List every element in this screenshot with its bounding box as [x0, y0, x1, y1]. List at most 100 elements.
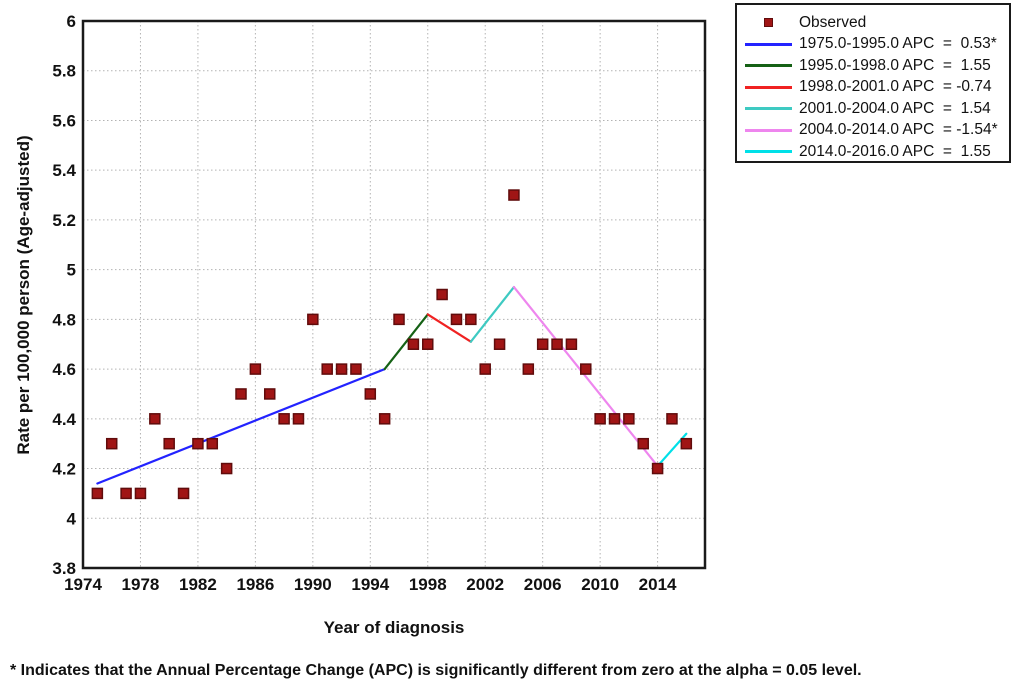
observed-point [450, 313, 463, 326]
x-tick-label: 1986 [236, 575, 274, 594]
legend-swatch-column [737, 107, 799, 111]
trend-segment-0 [96, 367, 386, 485]
observed-point [493, 338, 506, 350]
footnote: * Indicates that the Annual Percentage C… [10, 662, 862, 679]
legend-line-swatch [744, 64, 792, 68]
observed-point [680, 437, 693, 450]
observed-point [551, 338, 563, 350]
legend-line-swatch [744, 85, 792, 89]
legend-label: 1995.0-1998.0 APC = 1.55 [799, 56, 991, 74]
y-tick-label: 4.2 [52, 460, 76, 479]
x-axis-title: Year of diagnosis [323, 618, 465, 637]
legend-label: 1975.0-1995.0 APC = 0.53* [799, 35, 997, 53]
legend-label: 2014.0-2016.0 APC = 1.55 [799, 142, 991, 160]
legend-line-swatch [744, 42, 792, 46]
legend-swatch-column [737, 18, 799, 28]
observed-point [651, 462, 664, 475]
observed-point [206, 437, 219, 450]
legend-label: 2001.0-2004.0 APC = 1.54 [799, 99, 991, 117]
observed-point [321, 363, 333, 375]
observed-point [307, 313, 319, 326]
observed-point [335, 363, 348, 375]
y-tick-label: 5.4 [52, 161, 76, 180]
observed-point [666, 413, 678, 425]
observed-point [436, 288, 448, 301]
legend-label: 1998.0-2001.0 APC = -0.74 [799, 78, 992, 96]
y-tick-label: 5.2 [52, 211, 76, 230]
x-tick-label: 1994 [351, 575, 389, 594]
observed-point [465, 313, 477, 326]
trend-segment-3 [469, 285, 516, 343]
x-tick-label: 2002 [466, 575, 504, 594]
observed-point [120, 487, 132, 500]
observed-point [235, 388, 247, 400]
legend-swatch-column [737, 64, 799, 68]
legend-item-observed: Observed [737, 12, 1009, 34]
y-tick-label: 6 [67, 12, 76, 31]
y-tick-label: 5.8 [52, 62, 76, 81]
legend-item-segment-0: 1975.0-1995.0 APC = 0.53* [737, 34, 1009, 56]
x-tick-label: 2006 [524, 575, 562, 594]
legend-line-swatch [744, 107, 792, 111]
y-tick-label: 4.4 [52, 410, 76, 429]
legend-label: 2004.0-2014.0 APC = -1.54* [799, 121, 998, 139]
observed-point [91, 487, 104, 500]
legend-item-segment-3: 2001.0-2004.0 APC = 1.54 [737, 98, 1009, 120]
legend-marker-square [763, 18, 773, 28]
observed-point [249, 363, 262, 375]
legend-swatch-column [737, 42, 799, 46]
observed-point [522, 363, 535, 375]
y-axis-title: Rate per 100,000 person (Age-adjusted) [14, 135, 33, 455]
y-tick-label: 4.8 [52, 310, 76, 329]
observed-point [292, 413, 305, 425]
observed-point [378, 413, 391, 425]
observed-point [407, 338, 420, 350]
legend-line-swatch [744, 128, 792, 132]
plot-border [81, 19, 707, 570]
x-tick-label: 2014 [639, 575, 677, 594]
x-tick-label: 2010 [581, 575, 619, 594]
observed-point [580, 363, 592, 375]
observed-point [134, 487, 147, 500]
legend-item-segment-5: 2014.0-2016.0 APC = 1.55 [737, 141, 1009, 163]
trend-segment-4 [512, 285, 659, 468]
legend-item-segment-4: 2004.0-2014.0 APC = -1.54* [737, 120, 1009, 142]
legend-swatch-column [737, 128, 799, 132]
observed-point [278, 413, 290, 425]
observed-point [177, 487, 190, 500]
chart-legend: Observed 1975.0-1995.0 APC = 0.53* 1995.0-… [735, 3, 1011, 163]
observed-point [623, 413, 635, 425]
legend-line-swatch [744, 150, 792, 154]
x-tick-label: 1978 [122, 575, 160, 594]
y-tick-label: 4 [67, 509, 77, 528]
legend-swatch-column [737, 150, 799, 154]
legend-label: Observed [799, 13, 867, 31]
y-tick-label: 5.6 [52, 111, 76, 130]
y-tick-label: 5 [67, 261, 76, 280]
x-tick-label: 1974 [64, 575, 102, 594]
observed-point [105, 437, 118, 450]
legend-item-segment-1: 1995.0-1998.0 APC = 1.55 [737, 55, 1009, 77]
observed-point [422, 338, 434, 350]
observed-point [263, 388, 276, 400]
observed-point [479, 363, 491, 375]
observed-point [220, 462, 233, 475]
trend-segment-1 [383, 313, 429, 371]
observed-point [608, 413, 621, 425]
observed-point [637, 437, 649, 450]
observed-point [508, 189, 520, 201]
observed-point [163, 437, 175, 450]
observed-point [192, 437, 204, 450]
x-tick-label: 1982 [179, 575, 217, 594]
observed-point [149, 413, 161, 425]
observed-point [594, 413, 606, 425]
observed-point [565, 338, 578, 350]
observed-point [350, 363, 362, 375]
x-tick-label: 1990 [294, 575, 332, 594]
observed-point [536, 338, 549, 350]
x-tick-label: 1998 [409, 575, 447, 594]
observed-point [364, 388, 377, 400]
y-tick-label: 3.8 [52, 559, 76, 578]
